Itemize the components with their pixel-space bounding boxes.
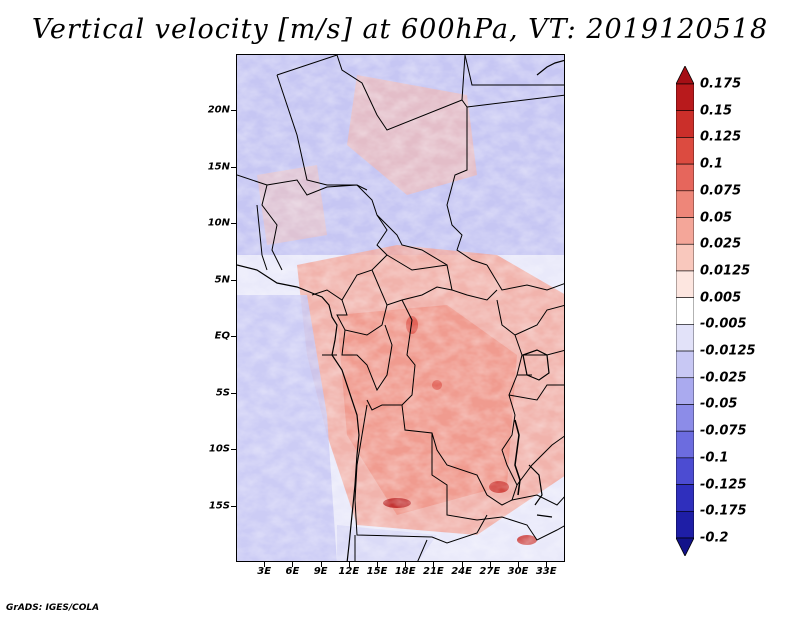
lat-tick-label: 10S <box>208 443 230 455</box>
lon-tick-mark <box>348 562 350 567</box>
lon-tick-label: 15E <box>366 566 388 577</box>
colorbar-segment <box>676 243 694 272</box>
colorbar-label: -0.025 <box>700 370 747 386</box>
grads-credit: GrADS: IGES/COLA <box>6 603 100 613</box>
lat-tick-mark <box>231 223 236 225</box>
lon-tick-mark <box>518 562 519 567</box>
lon-tick-label: 24E <box>451 566 472 577</box>
lon-tick-mark <box>489 562 491 567</box>
lat-tick-mark <box>231 279 236 281</box>
lon-tick-label: 18E <box>394 566 416 577</box>
lon-tick-label: 27E <box>479 566 501 577</box>
colorbar-label: -0.0125 <box>700 343 756 359</box>
colorbar-label: 0.075 <box>700 183 742 199</box>
lat-tick-label: 15S <box>208 500 230 512</box>
colorbar-segment <box>676 297 694 325</box>
colorbar-label: -0.1 <box>700 450 729 466</box>
colorbar-label: 0.025 <box>700 236 742 252</box>
lon-tick-label: 21E <box>423 566 444 577</box>
lon-tick-mark <box>546 562 548 567</box>
lon-tick-mark <box>292 562 294 567</box>
lon-tick-label: 33E <box>535 566 557 577</box>
lat-tick-mark <box>231 449 236 451</box>
lon-tick-mark <box>264 562 266 567</box>
colorbar-segment <box>676 110 694 138</box>
colorbar-label: 0.005 <box>700 290 742 306</box>
lat-tick-label: 10N <box>207 217 230 229</box>
colorbar-segment <box>676 510 694 539</box>
lon-tick-mark <box>461 562 463 567</box>
colorbar-segment <box>676 190 694 218</box>
colorbar <box>676 66 694 556</box>
colorbar-label: -0.005 <box>700 316 747 332</box>
colorbar-segment <box>676 324 694 352</box>
colorbar-label: -0.125 <box>700 477 747 493</box>
lon-tick-label: 3E <box>257 566 272 577</box>
lon-tick-mark <box>320 562 322 567</box>
lat-tick-label: 5S <box>215 387 230 399</box>
lon-tick-label: 6E <box>285 566 300 577</box>
vertical-velocity-field <box>237 55 564 561</box>
lat-tick-mark <box>231 392 236 394</box>
colorbar-segment <box>676 457 694 485</box>
lon-tick-label: 12E <box>338 566 360 577</box>
field-shading <box>237 55 564 561</box>
lon-tick-label: 30E <box>507 566 529 577</box>
colorbar-label: 0.05 <box>700 210 733 226</box>
colorbar-segment <box>676 137 694 165</box>
colorbar-label: -0.2 <box>700 530 729 546</box>
lon-tick-mark <box>377 562 378 567</box>
colorbar-label: 0.125 <box>700 129 742 145</box>
country-borders <box>237 55 564 561</box>
colorbar-label: 0.15 <box>700 103 733 119</box>
map-plot-area <box>236 54 565 562</box>
lat-tick-mark <box>231 336 236 338</box>
colorbar-max-arrow <box>676 66 694 85</box>
colorbar-segment <box>676 83 694 112</box>
colorbar-segment <box>676 217 694 245</box>
lon-tick-label: 9E <box>313 566 328 577</box>
lat-tick-mark <box>231 505 236 507</box>
colorbar-segment <box>676 350 694 379</box>
lat-tick-mark <box>231 166 236 168</box>
colorbar-segment <box>676 270 694 298</box>
chart-title: Vertical velocity [m/s] at 600hPa, VT: 2… <box>31 14 769 45</box>
lat-tick-label: 20N <box>207 104 230 116</box>
lat-tick-label: EQ <box>214 330 230 342</box>
colorbar-segment <box>676 430 694 459</box>
lon-tick-mark <box>405 562 407 567</box>
coastline <box>237 59 564 561</box>
colorbar-label: -0.075 <box>700 423 747 439</box>
colorbar-label: 0.175 <box>700 76 742 92</box>
colorbar-label: -0.05 <box>700 396 738 412</box>
lat-tick-label: 15N <box>207 161 230 173</box>
colorbar-segment <box>676 404 694 432</box>
colorbar-segment <box>676 163 694 192</box>
colorbar-label: -0.175 <box>700 503 747 519</box>
lat-tick-mark <box>231 110 236 112</box>
colorbar-min-arrow <box>676 537 694 556</box>
colorbar-label: 0.1 <box>700 156 724 172</box>
lon-tick-mark <box>433 562 435 567</box>
colorbar-segment <box>676 377 694 405</box>
colorbar-label: 0.0125 <box>700 263 751 279</box>
colorbar-segment <box>676 484 694 512</box>
lat-tick-label: 5N <box>214 274 230 286</box>
